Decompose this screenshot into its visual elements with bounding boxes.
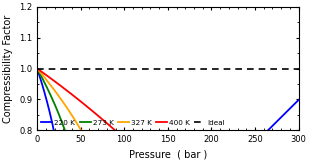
- 327 K: [82, 134, 86, 136]
- 400 K: [82, 103, 86, 105]
- Line: 220 K: 220 K: [38, 70, 299, 163]
- 400 K: [297, 146, 300, 148]
- 220 K: [297, 99, 300, 101]
- 273 K: [297, 131, 300, 133]
- 400 K: [103, 120, 107, 122]
- X-axis label: Pressure  ( bar ): Pressure ( bar ): [129, 149, 207, 160]
- 327 K: [297, 147, 300, 149]
- 400 K: [36, 68, 39, 70]
- Line: 273 K: 273 K: [38, 69, 299, 163]
- Y-axis label: Compressibility Factor: Compressibility Factor: [3, 14, 13, 123]
- Line: 400 K: 400 K: [38, 69, 299, 163]
- Legend: 220 K, 273 K, 327 K, 400 K, Ideal: 220 K, 273 K, 327 K, 400 K, Ideal: [41, 119, 226, 126]
- 220 K: [36, 69, 39, 71]
- 327 K: [36, 68, 39, 70]
- Line: 327 K: 327 K: [38, 69, 299, 163]
- 273 K: [36, 68, 39, 70]
